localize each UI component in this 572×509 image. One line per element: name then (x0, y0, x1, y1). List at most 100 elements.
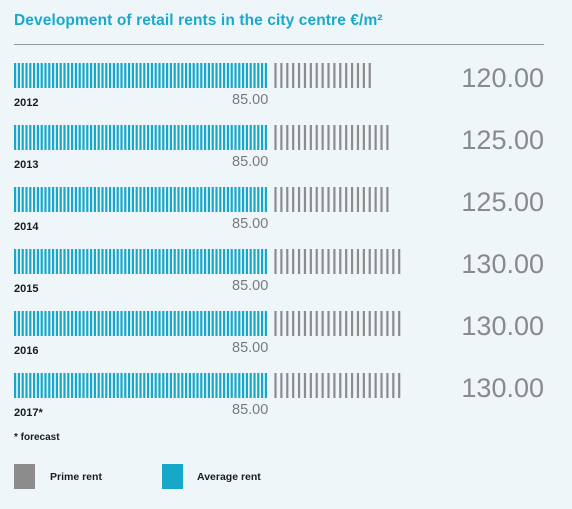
average-rent-stripe (139, 63, 142, 88)
average-rent-stripe (97, 63, 100, 88)
prime-rent-stripe (374, 249, 377, 274)
forecast-footnote: * forecast (14, 432, 60, 443)
average-rent-stripe (63, 373, 66, 398)
average-rent-stripe (200, 311, 203, 336)
average-rent-stripe (59, 249, 62, 274)
average-rent-stripe (162, 187, 165, 212)
average-rent-stripe (40, 187, 43, 212)
average-rent-stripe (162, 249, 165, 274)
prime-rent-stripe (333, 373, 336, 398)
average-rent-stripe (192, 125, 195, 150)
average-rent-stripe (124, 125, 127, 150)
average-rent-stripe (48, 311, 51, 336)
average-rent-stripe (207, 125, 210, 150)
average-rent-stripe (249, 311, 252, 336)
average-rent-stripe (238, 311, 241, 336)
average-rent-stripe (242, 63, 245, 88)
average-rent-stripe (166, 63, 169, 88)
prime-value-label: 120.00 (461, 63, 544, 93)
average-rent-stripe (215, 249, 218, 274)
average-rent-stripe (162, 311, 165, 336)
average-rent-stripe (150, 311, 153, 336)
average-rent-stripe (33, 249, 36, 274)
prime-rent-stripe (327, 311, 330, 336)
prime-rent-stripe (362, 249, 365, 274)
prime-rent-stripe (356, 249, 360, 274)
average-value-label: 85.00 (232, 278, 268, 294)
prime-rent-stripe (327, 187, 330, 212)
average-rent-stripe (71, 311, 74, 336)
prime-rent-stripe (368, 311, 371, 336)
average-rent-stripe (264, 125, 267, 150)
average-rent-stripe (261, 311, 264, 336)
average-rent-stripe (52, 311, 55, 336)
average-rent-stripe (242, 373, 245, 398)
average-rent-stripe (97, 249, 100, 274)
average-rent-stripe (245, 187, 248, 212)
average-rent-stripe (158, 125, 161, 150)
average-rent-stripe (200, 249, 203, 274)
prime-rent-stripe (297, 311, 301, 336)
average-rent-stripe (162, 373, 165, 398)
average-rent-stripe (78, 249, 81, 274)
average-rent-stripe (215, 63, 218, 88)
average-rent-stripe (116, 249, 119, 274)
prime-rent-stripe (292, 187, 295, 212)
prime-rent-stripe (333, 311, 336, 336)
average-rent-stripe (40, 63, 43, 88)
average-rent-stripe (14, 125, 17, 150)
average-rent-stripe (181, 187, 184, 212)
average-rent-stripe (131, 373, 134, 398)
prime-rent-stripe (356, 125, 360, 150)
average-rent-stripe (17, 63, 20, 88)
average-rent-stripe (253, 249, 256, 274)
average-rent-stripe (181, 125, 184, 150)
average-rent-stripe (71, 187, 74, 212)
average-rent-stripe (101, 249, 104, 274)
prime-rent-stripe (380, 187, 383, 212)
average-rent-stripe (147, 187, 150, 212)
average-rent-stripe (105, 373, 108, 398)
average-rent-stripe (109, 311, 112, 336)
average-rent-stripe (226, 249, 229, 274)
prime-rent-stripe (333, 187, 336, 212)
prime-rent-stripe (350, 249, 354, 274)
average-rent-stripe (124, 311, 127, 336)
average-rent-stripe (48, 373, 51, 398)
prime-rent-stripe (274, 249, 277, 274)
average-rent-stripe (21, 249, 24, 274)
average-rent-stripe (112, 373, 115, 398)
prime-rent-stripe (327, 125, 330, 150)
prime-rent-stripe (303, 187, 307, 212)
prime-rent-stripe (368, 63, 371, 88)
average-rent-stripe (29, 187, 32, 212)
average-rent-stripe (196, 311, 199, 336)
average-rent-stripe (131, 311, 134, 336)
average-rent-stripe (40, 373, 43, 398)
average-rent-stripe (230, 187, 233, 212)
average-rent-stripe (14, 373, 17, 398)
average-rent-stripe (173, 311, 176, 336)
average-rent-stripe (223, 63, 226, 88)
average-rent-stripe (234, 249, 237, 274)
average-rent-stripe (25, 249, 28, 274)
average-rent-stripe (154, 249, 157, 274)
average-rent-stripe (185, 249, 188, 274)
average-rent-stripe (169, 187, 172, 212)
average-rent-stripe (261, 249, 264, 274)
average-rent-stripe (109, 249, 112, 274)
average-rent-stripe (52, 187, 55, 212)
prime-rent-stripe (374, 187, 377, 212)
average-rent-stripe (86, 63, 89, 88)
average-rent-stripe (223, 373, 226, 398)
average-rent-stripe (52, 249, 55, 274)
prime-rent-stripe (315, 373, 318, 398)
prime-rent-stripe (309, 125, 312, 150)
average-rent-stripe (74, 125, 77, 150)
prime-rent-bar-2 (274, 187, 389, 212)
average-rent-stripe (17, 125, 20, 150)
average-rent-stripe (116, 311, 119, 336)
prime-rent-stripe (286, 63, 289, 88)
legend-swatch-average (162, 464, 183, 489)
average-rent-stripe (59, 125, 62, 150)
